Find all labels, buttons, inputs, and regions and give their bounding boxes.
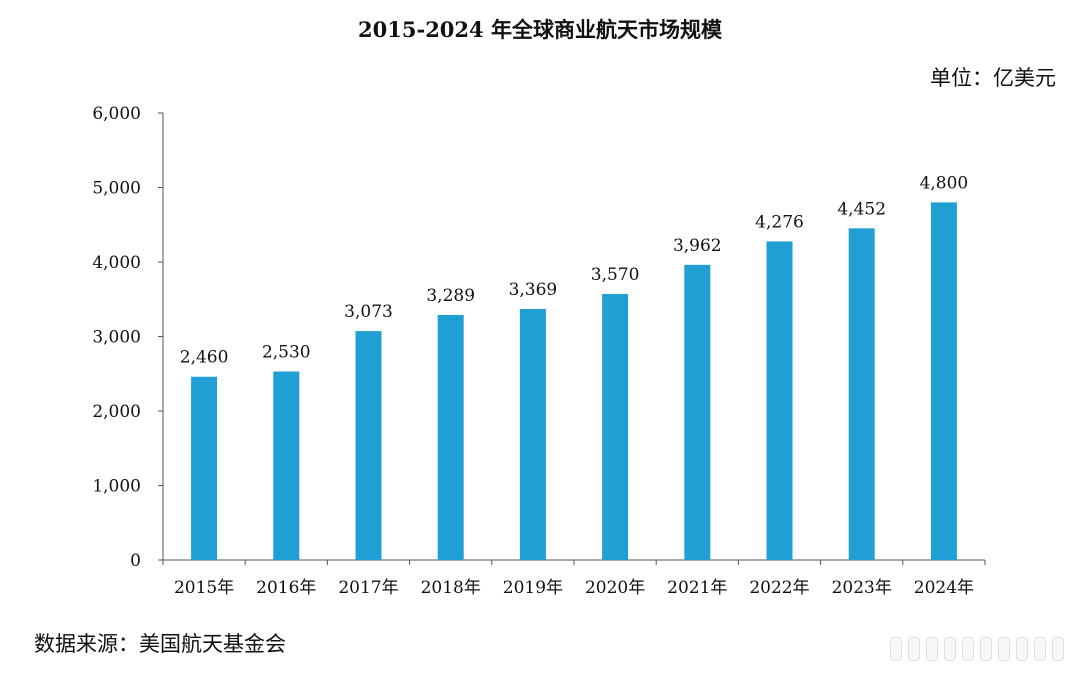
unit-label: 单位：亿美元: [930, 66, 1056, 90]
bar-2024年: [930, 202, 957, 560]
data-source-note: 数据来源：美国航天基金会: [34, 632, 286, 656]
data-label: 3,962: [673, 236, 722, 256]
bar-series: [191, 202, 957, 561]
y-tick-label: 6,000: [92, 104, 141, 124]
x-tick-label: 2022年: [749, 578, 809, 598]
data-label: 3,289: [426, 286, 475, 306]
bar-2022年: [766, 241, 793, 561]
y-tick-label: 0: [130, 551, 141, 571]
x-tick-label: 2017年: [338, 578, 398, 598]
bar-2021年: [684, 264, 711, 560]
y-tick-label: 2,000: [92, 402, 141, 422]
data-labels: 2,460 2,530 3,073 3,289 3,369 3,570 3,962 4,276…: [180, 173, 968, 367]
data-label: 4,452: [837, 199, 886, 219]
bar-2018年: [437, 314, 464, 560]
bar-2023年: [848, 228, 875, 561]
bar-2020年: [602, 294, 629, 560]
data-label: 4,800: [920, 173, 969, 193]
image-grid-watermark: [890, 633, 1068, 665]
bar-2015年: [191, 376, 218, 560]
y-tick-label: 3,000: [92, 328, 141, 348]
x-tick-label: 2020年: [585, 578, 645, 598]
data-label: 2,460: [180, 348, 229, 368]
y-tick-label: 1,000: [92, 477, 141, 497]
x-tick-label: 2018年: [421, 578, 481, 598]
data-label: 3,369: [509, 280, 558, 300]
y-axis: 0 1,000 2,000 3,000 4,000 5,000 6,000: [92, 104, 164, 571]
data-label: 3,570: [591, 265, 640, 285]
x-tick-label: 2021年: [667, 578, 727, 598]
data-label: 3,073: [344, 302, 393, 322]
data-label: 4,276: [755, 212, 804, 232]
data-label: 2,530: [262, 343, 311, 363]
y-tick-label: 4,000: [92, 253, 141, 273]
x-tick-labels: 2015年 2016年 2017年 2018年 2019年 2020年 2021年 2022年…: [174, 578, 974, 598]
y-tick-label: 5,000: [92, 179, 141, 199]
chart-title: 2015-2024 年全球商业航天市场规模: [358, 17, 722, 42]
x-tick-label: 2023年: [832, 578, 892, 598]
bar-2016年: [273, 371, 300, 560]
x-tick-label: 2024年: [914, 578, 974, 598]
bar-2019年: [519, 309, 546, 560]
x-tick-label: 2016年: [256, 578, 316, 598]
x-axis: [162, 559, 986, 565]
x-tick-label: 2015年: [174, 578, 234, 598]
x-tick-label: 2019年: [503, 578, 563, 598]
bar-2017年: [355, 331, 382, 560]
